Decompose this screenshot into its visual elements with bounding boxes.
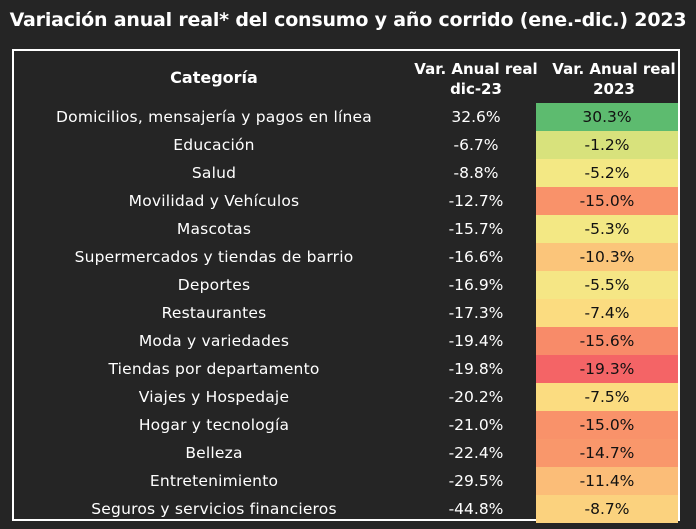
table-row: Tiendas por departamento -19.8% -19.3%	[14, 355, 678, 383]
row-category: Supermercados y tiendas de barrio	[74, 248, 354, 266]
row-year-value: -1.2%	[536, 131, 678, 159]
row-dic-value: -6.7%	[453, 136, 499, 154]
row-year-value: -15.0%	[536, 411, 678, 439]
row-year-value: -8.7%	[536, 495, 678, 523]
header-year-line1: Var. Anual real	[552, 60, 676, 78]
row-year-value: -15.0%	[536, 187, 678, 215]
row-dic-value: -17.3%	[448, 304, 504, 322]
row-dic-value: -29.5%	[448, 472, 504, 490]
row-dic-value: -15.7%	[448, 220, 504, 238]
row-dic-value: 32.6%	[451, 108, 501, 126]
table-row: Domicilios, mensajería y pagos en línea 3…	[14, 103, 678, 131]
row-dic-value: -8.8%	[453, 164, 499, 182]
row-category: Entretenimiento	[149, 472, 279, 490]
table-row: Salud -8.8% -5.2%	[14, 159, 678, 187]
row-category: Seguros y servicios financieros	[91, 500, 337, 518]
row-category: Mascotas	[176, 220, 252, 238]
row-category: Domicilios, mensajería y pagos en línea	[56, 108, 372, 126]
row-category: Viajes y Hospedaje	[138, 388, 290, 406]
header-dic-line2: dic-23	[450, 80, 502, 98]
row-year-value: -19.3%	[536, 355, 678, 383]
row-dic-value: -16.9%	[448, 276, 504, 294]
row-year-value: 30.3%	[536, 103, 678, 131]
row-category: Tiendas por departamento	[108, 360, 320, 378]
data-table: Categoría Var. Anual real dic-23 Var. An…	[12, 49, 680, 523]
row-year-value: -11.4%	[536, 467, 678, 495]
row-category: Moda y variedades	[138, 332, 290, 350]
table-row: Entretenimiento -29.5% -11.4%	[14, 467, 678, 495]
header-category: Categoría	[170, 68, 258, 87]
table-row: Supermercados y tiendas de barrio -16.6% -…	[14, 243, 678, 271]
chart-title: Variación anual real* del consumo y año …	[9, 9, 687, 31]
row-dic-value: -19.4%	[448, 332, 504, 350]
row-dic-value: -16.6%	[448, 248, 504, 266]
header-year-line2: 2023	[593, 80, 635, 98]
table-row: Belleza -22.4% -14.7%	[14, 439, 678, 467]
header-dic-23: Var. Anual real dic-23	[406, 59, 546, 99]
row-year-value: -5.2%	[536, 159, 678, 187]
table-row: Seguros y servicios financieros -44.8% -8.…	[14, 495, 678, 523]
row-dic-value: -19.8%	[448, 360, 504, 378]
row-year-value: -7.4%	[536, 299, 678, 327]
table-row: Educación -6.7% -1.2%	[14, 131, 678, 159]
row-category: Educación	[173, 136, 255, 154]
row-year-value: -10.3%	[536, 243, 678, 271]
row-year-value: -14.7%	[536, 439, 678, 467]
row-category: Salud	[191, 164, 237, 182]
row-dic-value: -44.8%	[448, 500, 504, 518]
table-row: Viajes y Hospedaje -20.2% -7.5%	[14, 383, 678, 411]
table-row: Hogar y tecnología -21.0% -15.0%	[14, 411, 678, 439]
row-category: Hogar y tecnología	[138, 416, 290, 434]
row-dic-value: -12.7%	[448, 192, 504, 210]
row-year-value: -15.6%	[536, 327, 678, 355]
table-row: Mascotas -15.7% -5.3%	[14, 215, 678, 243]
header-dic-line1: Var. Anual real	[414, 60, 538, 78]
row-category: Movilidad y Vehículos	[128, 192, 300, 210]
row-category: Belleza	[185, 444, 243, 462]
header-2023: Var. Anual real 2023	[550, 59, 678, 99]
table-row: Movilidad y Vehículos -12.7% -15.0%	[14, 187, 678, 215]
row-year-value: -7.5%	[536, 383, 678, 411]
row-dic-value: -20.2%	[448, 388, 504, 406]
row-dic-value: -21.0%	[448, 416, 504, 434]
row-year-value: -5.5%	[536, 271, 678, 299]
row-year-value: -5.3%	[536, 215, 678, 243]
table-row: Restaurantes -17.3% -7.4%	[14, 299, 678, 327]
table-row: Moda y variedades -19.4% -15.6%	[14, 327, 678, 355]
table-row: Deportes -16.9% -5.5%	[14, 271, 678, 299]
row-category: Restaurantes	[161, 304, 267, 322]
row-category: Deportes	[177, 276, 251, 294]
row-dic-value: -22.4%	[448, 444, 504, 462]
